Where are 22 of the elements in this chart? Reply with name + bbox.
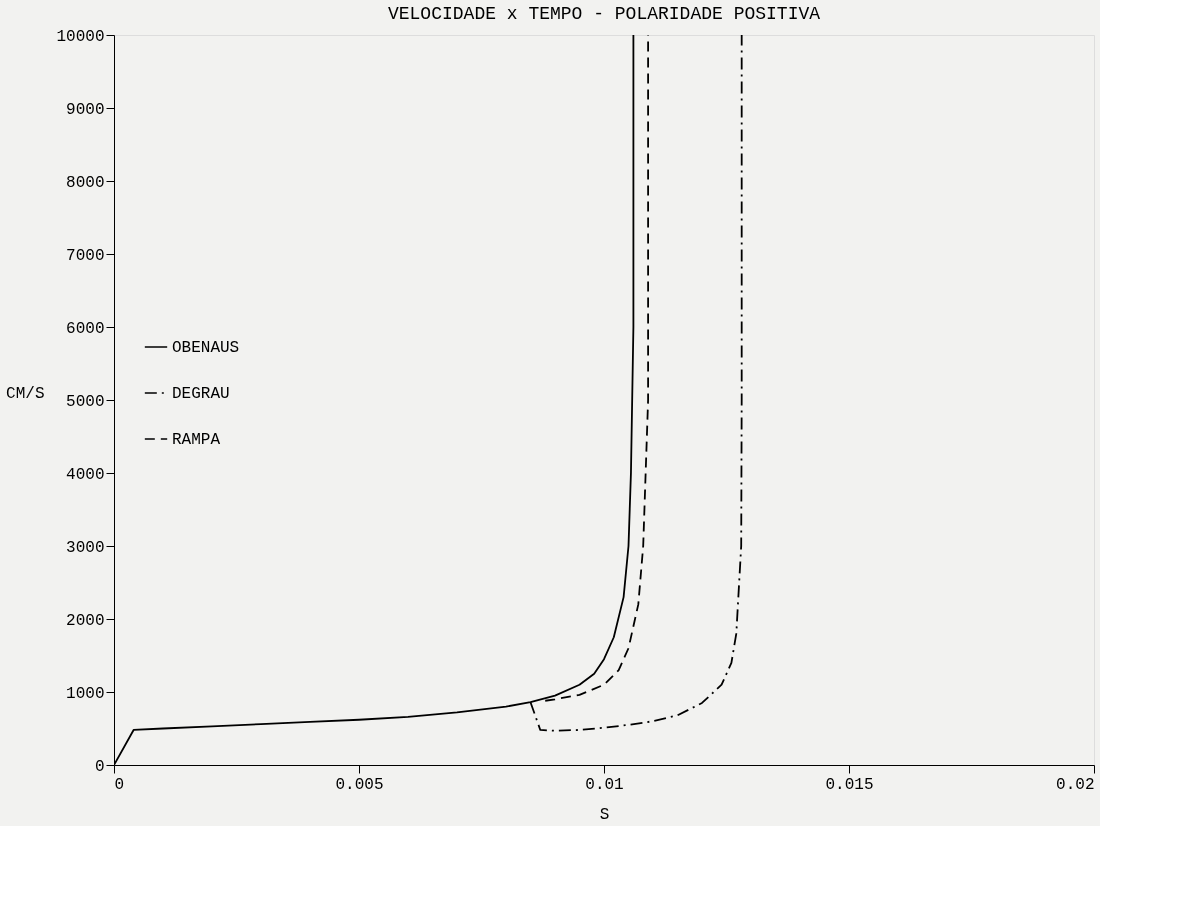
x-tick-label: 0.02 [1056,775,1095,794]
y-tick-label: 5000 [66,392,105,411]
y-axis-title: CM/S [6,384,45,403]
y-tick-label: 1000 [66,684,105,703]
y-tick-label: 2000 [66,611,105,630]
y-tick-label: 3000 [66,538,105,557]
legend-label: DEGRAU [172,385,230,403]
x-tick-label: 0 [114,775,125,794]
chart-title: VELOCIDADE x TEMPO - POLARIDADE POSITIVA [387,4,821,24]
legend-label: OBENAUS [172,339,240,357]
x-tick-label: 0.015 [825,775,874,794]
y-tick-label: 8000 [66,173,105,192]
y-tick-label: 7000 [66,246,105,265]
x-tick-label: 0.01 [585,775,624,794]
x-tick-label: 0.005 [335,775,384,794]
y-tick-label: 4000 [66,465,105,484]
legend-label: RAMPA [172,431,221,449]
y-tick-label: 6000 [66,319,105,338]
y-tick-label: 0 [94,757,105,776]
x-axis-title: S [599,805,610,824]
y-tick-label: 9000 [66,100,105,119]
y-tick-label: 10000 [56,27,105,46]
